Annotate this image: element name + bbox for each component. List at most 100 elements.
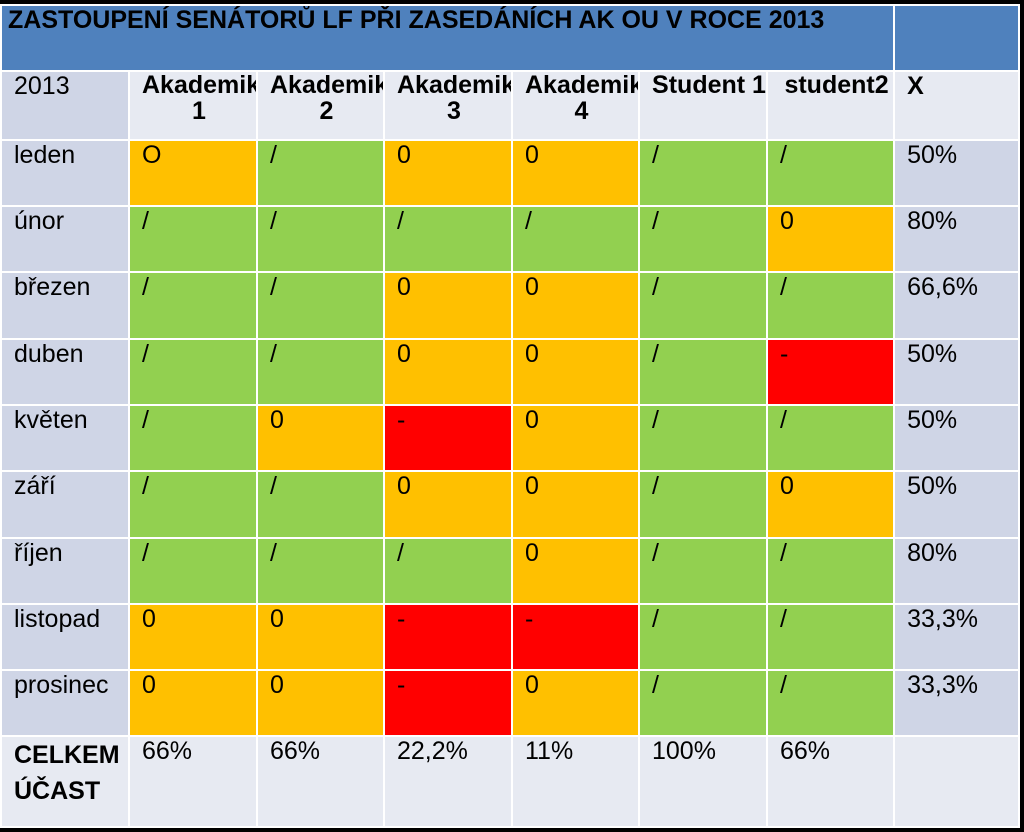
attendance-cell: 0 — [511, 138, 640, 207]
attendance-cell: / — [128, 403, 258, 473]
total-value: 22,2% — [383, 735, 513, 828]
attendance-cell: 0 — [383, 337, 513, 406]
attendance-cell: 0 — [256, 403, 385, 473]
attendance-cell: 0 — [383, 470, 513, 539]
table-row: květen/0-0//50% — [0, 403, 1021, 473]
attendance-cell: 0 — [383, 271, 513, 340]
total-blank-cell — [893, 735, 1021, 828]
month-percentage: 33,3% — [893, 602, 1021, 672]
column-header-akademik-1: Akademik 1 — [128, 70, 258, 141]
month-percentage: 50% — [893, 403, 1021, 473]
attendance-cell: / — [128, 271, 258, 340]
attendance-cell: / — [383, 536, 513, 605]
month-label: říjen — [0, 536, 130, 605]
attendance-cell: / — [256, 271, 385, 340]
month-percentage: 80% — [893, 204, 1021, 274]
month-label: září — [0, 470, 130, 539]
attendance-cell: 0 — [765, 204, 896, 274]
attendance-cell: / — [765, 138, 896, 207]
attendance-cell: / — [256, 337, 385, 406]
column-header-student-2: student2 — [765, 70, 896, 141]
attendance-cell: / — [638, 204, 768, 274]
attendance-cell: - — [383, 403, 513, 473]
month-label: listopad — [0, 602, 130, 672]
attendance-cell: / — [256, 470, 385, 539]
table-row: prosinec 0 0-0//33,3% — [0, 669, 1021, 738]
attendance-cell: 0 — [765, 470, 896, 539]
month-label: květen — [0, 403, 130, 473]
total-value: 11% — [511, 735, 640, 828]
attendance-cell: / — [638, 403, 768, 473]
month-label: prosinec — [0, 669, 130, 738]
column-header-student-1: Student 1 — [638, 70, 768, 141]
total-value: 100% — [638, 735, 768, 828]
attendance-cell: / — [256, 204, 385, 274]
table-row: leden O/0 0//50% — [0, 138, 1021, 207]
table-row: duben //0 0/-50% — [0, 337, 1021, 406]
title-corner-cell — [893, 3, 1021, 73]
column-header-akademik-4: Akademik 4 — [511, 70, 640, 141]
attendance-cell: / — [128, 536, 258, 605]
attendance-cell: / — [638, 602, 768, 672]
attendance-cell: 0 — [383, 138, 513, 207]
attendance-cell: / — [511, 204, 640, 274]
attendance-cell: O — [128, 138, 258, 207]
month-percentage: 50% — [893, 470, 1021, 539]
attendance-cell: / — [128, 204, 258, 274]
month-percentage: 50% — [893, 337, 1021, 406]
attendance-cell: 0 — [128, 669, 258, 738]
total-label: CELKEM ÚČAST — [0, 735, 130, 828]
attendance-cell: / — [256, 138, 385, 207]
attendance-cell: 0 — [128, 602, 258, 672]
month-percentage: 33,3% — [893, 669, 1021, 738]
month-label: duben — [0, 337, 130, 406]
attendance-cell: / — [256, 536, 385, 605]
month-percentage: 50% — [893, 138, 1021, 207]
attendance-cell: / — [128, 337, 258, 406]
month-percentage: 80% — [893, 536, 1021, 605]
attendance-cell: 0 — [256, 669, 385, 738]
total-row: CELKEM ÚČAST 66% 66% 22,2% 11% 100% 66% — [0, 735, 1021, 828]
attendance-cell: 0 — [511, 403, 640, 473]
month-label: únor — [0, 204, 130, 274]
attendance-cell: / — [638, 271, 768, 340]
attendance-cell: / — [638, 536, 768, 605]
total-value: 66% — [765, 735, 896, 828]
attendance-cell: / — [765, 271, 896, 340]
attendance-cell: / — [128, 470, 258, 539]
attendance-cell: - — [765, 337, 896, 406]
attendance-cell: - — [511, 602, 640, 672]
header-row: 2013 Akademik 1 Akademik 2 Akademik 3 Akade… — [0, 70, 1021, 141]
attendance-cell: / — [638, 138, 768, 207]
attendance-cell: - — [383, 602, 513, 672]
table-title: ZASTOUPENÍ SENÁTORŮ LF PŘI ZASEDÁNÍCH AK… — [0, 3, 896, 73]
attendance-cell: / — [638, 337, 768, 406]
column-header-akademik-2: Akademik 2 — [256, 70, 385, 141]
attendance-cell: / — [638, 470, 768, 539]
month-label: březen — [0, 271, 130, 340]
attendance-table: ZASTOUPENÍ SENÁTORŮ LF PŘI ZASEDÁNÍCH AK… — [0, 3, 1021, 828]
table-row: březen //0 0//66,6% — [0, 271, 1021, 340]
table-row: říjen / //0//80% — [0, 536, 1021, 605]
attendance-cell: / — [638, 669, 768, 738]
attendance-cell: - — [383, 669, 513, 738]
attendance-cell: / — [765, 536, 896, 605]
table-row: únor / / / //0 80% — [0, 204, 1021, 274]
attendance-cell: 0 — [511, 470, 640, 539]
column-header-akademik-3: Akademik 3 — [383, 70, 513, 141]
table-row: září //0 0/0 50% — [0, 470, 1021, 539]
attendance-cell: 0 — [256, 602, 385, 672]
attendance-cell: / — [765, 403, 896, 473]
table-row: listopad 0 0- - //33,3% — [0, 602, 1021, 672]
total-value: 66% — [128, 735, 258, 828]
attendance-cell: / — [383, 204, 513, 274]
attendance-cell: 0 — [511, 337, 640, 406]
year-header: 2013 — [0, 70, 130, 141]
attendance-cell: 0 — [511, 271, 640, 340]
summary-header: X — [893, 70, 1021, 141]
attendance-cell: 0 — [511, 536, 640, 605]
attendance-cell: / — [765, 669, 896, 738]
total-value: 66% — [256, 735, 385, 828]
attendance-cell: 0 — [511, 669, 640, 738]
